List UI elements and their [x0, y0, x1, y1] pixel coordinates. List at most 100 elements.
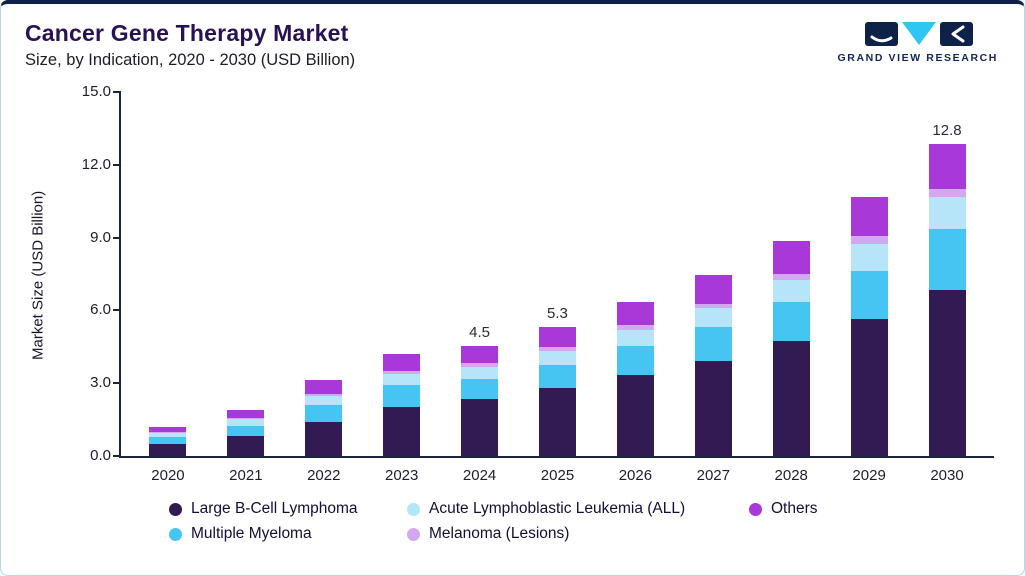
bar-segment	[461, 398, 499, 456]
x-axis: 2020 2021 2022 2023 2024 2025 2026 2027 2028 2029…	[121, 458, 994, 484]
bar-segment	[461, 346, 499, 364]
plot-area: 4.5 5.3 12.8 0.0 3.0 6.0 9.0 12.0 15.0	[82, 83, 994, 464]
y-axis-tick-label: 15.0	[81, 83, 111, 100]
bar-group-2023	[363, 92, 441, 456]
y-axis-tick-mark	[113, 163, 121, 166]
bar-stack	[305, 380, 343, 456]
bar-total-label: 4.5	[469, 324, 490, 342]
y-axis-title: Market Size (USD Billion)	[29, 190, 47, 360]
bar-segment	[227, 436, 265, 456]
legend-item: Others	[749, 500, 1024, 518]
legend-swatch-icon	[169, 527, 182, 541]
bar-segment	[616, 375, 654, 456]
bar-group-2027	[674, 92, 752, 456]
bar-segment	[305, 380, 343, 394]
y-axis-tick-mark	[113, 455, 121, 457]
bar-segment	[538, 387, 576, 456]
legend-item: Acute Lymphoblastic Leukemia (ALL)	[407, 500, 749, 518]
bar-segment	[383, 407, 421, 456]
bar-stack	[772, 241, 810, 456]
bar-total-label: 12.8	[932, 121, 962, 139]
bar-segment	[850, 270, 888, 320]
legend-label: Large B-Cell Lymphoma	[191, 500, 358, 517]
y-axis-tick-mark	[113, 91, 121, 93]
bar-segment	[616, 325, 654, 331]
bar-segment	[461, 366, 499, 380]
bar-segment	[850, 236, 888, 244]
bar-segment	[149, 432, 187, 437]
x-axis-tick-label: 2022	[307, 467, 341, 484]
bar-segment	[616, 346, 654, 376]
bar-segment	[772, 302, 810, 342]
bar-segment	[149, 431, 187, 433]
x-axis-tick-label: 2028	[774, 467, 808, 484]
bar-segment	[772, 280, 810, 303]
bar-segment	[149, 436, 187, 444]
y-axis-tick-mark	[113, 236, 121, 239]
y-axis-tick-mark	[113, 382, 121, 385]
bar-stack	[616, 302, 654, 456]
legend-swatch-icon	[749, 502, 762, 516]
y-axis-tick-label: 12.0	[81, 155, 111, 173]
bar-group-2028	[752, 92, 830, 456]
bar-group-2021	[207, 92, 285, 456]
legend-item: Large B-Cell Lymphoma	[169, 500, 407, 518]
bar-segment	[461, 363, 499, 367]
x-axis-tick-label: 2026	[618, 467, 653, 484]
bar-segment	[928, 188, 966, 198]
bar-segment	[772, 341, 810, 456]
bar-segment	[227, 419, 265, 426]
bar-total-label: 5.3	[547, 304, 568, 322]
bar-stack	[227, 409, 265, 456]
bar-segment	[850, 243, 888, 271]
x-axis-tick-label: 2025	[540, 467, 575, 484]
bar-segment	[538, 347, 576, 352]
bar-segment	[850, 197, 888, 237]
bar-group-2022	[285, 92, 363, 456]
bar-segment	[694, 308, 732, 327]
grand-view-research-logo: GRAND VIEW RESEARCH	[838, 22, 999, 64]
legend-item: Multiple Myeloma	[169, 525, 407, 543]
bar-stack	[694, 275, 732, 456]
y-axis-tick-mark	[113, 309, 121, 312]
bar-segment	[149, 426, 187, 432]
y-axis-tick-label: 3.0	[90, 374, 111, 392]
chart-title: Cancer Gene Therapy Market	[25, 20, 349, 46]
legend-label: Multiple Myeloma	[191, 525, 312, 542]
bar-stack	[461, 346, 499, 456]
bar-group-2024: 4.5	[441, 92, 519, 456]
logo-icon	[864, 22, 973, 46]
bar-segment	[928, 229, 966, 291]
bar-segment	[538, 326, 576, 348]
legend-label: Melanoma (Lesions)	[429, 525, 570, 542]
logo-text: GRAND VIEW RESEARCH	[837, 52, 998, 64]
bar-segment	[383, 353, 421, 372]
bar-segment	[461, 379, 499, 399]
bar-segment	[383, 374, 421, 386]
bar-segment	[694, 360, 732, 456]
y-axis-tick-label: 6.0	[90, 301, 111, 319]
x-axis-tick-label: 2027	[696, 467, 730, 484]
bar-segment	[928, 197, 966, 230]
y-axis-tick-label: 9.0	[90, 228, 111, 246]
x-axis-tick-label: 2020	[151, 467, 185, 484]
bar-segment	[616, 302, 654, 326]
bar-segment	[305, 396, 343, 405]
bar-segment	[227, 417, 265, 420]
bar-segment	[227, 409, 265, 418]
header: Cancer Gene Therapy Market Size, by Indi…	[1, 4, 1024, 70]
bar-segment	[772, 241, 810, 275]
legend: Large B-Cell Lymphoma Acute Lymphoblastic…	[169, 500, 1024, 543]
bar-group-2026	[596, 92, 674, 456]
bar-segment	[149, 443, 187, 456]
bar-group-2025: 5.3	[519, 92, 597, 456]
bar-group-2029	[830, 92, 908, 456]
legend-swatch-icon	[169, 502, 182, 516]
bar-group-2020	[129, 92, 207, 456]
bar-stack	[538, 326, 576, 456]
legend-item: Melanoma (Lesions)	[407, 525, 749, 543]
bar-segment	[305, 421, 343, 456]
plot-column: 4.5 5.3 12.8 0.0 3.0 6.0 9.0 12.0 15.0 2020 2021…	[82, 83, 994, 484]
bar-stack	[850, 197, 888, 456]
